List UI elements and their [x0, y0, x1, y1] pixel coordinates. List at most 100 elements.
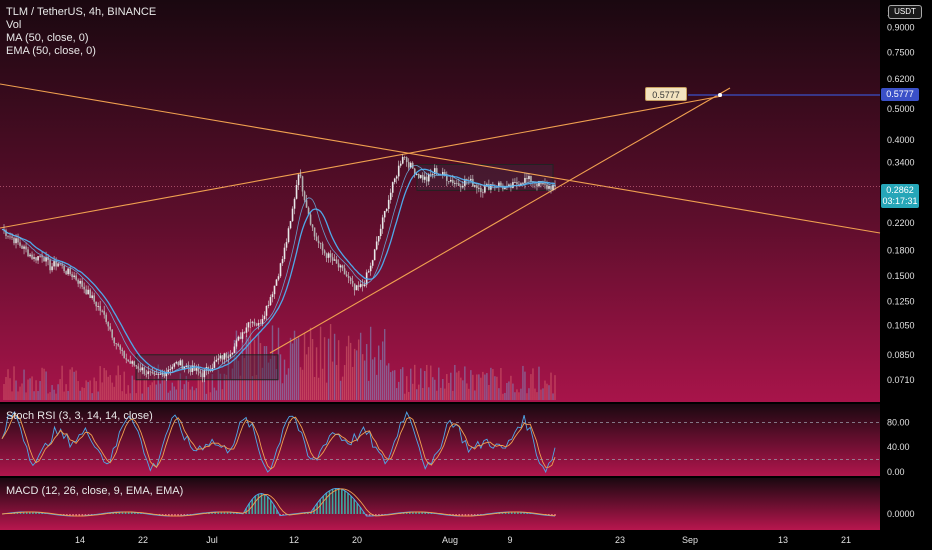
candle-body	[359, 284, 362, 287]
volume-bar	[233, 339, 236, 400]
volume-bar	[432, 377, 434, 400]
volume-bar	[187, 381, 190, 400]
candle-body	[351, 280, 354, 284]
volume-bar	[25, 392, 27, 400]
candle-body	[59, 263, 61, 265]
macd-histogram-bar	[347, 493, 349, 514]
price-tick-label: 0.0710	[887, 375, 915, 385]
candle-body	[283, 247, 286, 260]
volume-bar	[219, 373, 222, 400]
macd-histogram-bar	[337, 488, 340, 514]
macd-label[interactable]: MACD (12, 26, close, 9, EMA, EMA)	[6, 485, 184, 497]
macd-histogram-bar	[356, 503, 359, 514]
candle-body	[111, 329, 113, 338]
macd-histogram-bar	[41, 512, 43, 514]
volume-bar	[412, 383, 414, 400]
volume-bar	[289, 337, 292, 400]
volume-bar	[472, 374, 474, 400]
candle-body	[397, 165, 400, 177]
volume-bar	[307, 346, 310, 400]
macd-histogram-bar	[412, 511, 414, 514]
macd-histogram-bar	[211, 512, 213, 514]
candle-body	[281, 259, 284, 264]
candle-body	[51, 266, 53, 271]
ema-label[interactable]: EMA (50, close, 0)	[6, 45, 96, 57]
volume-bar	[281, 383, 284, 400]
volume-bar	[291, 343, 294, 400]
volume-bar	[29, 378, 31, 400]
volume-bar	[474, 390, 476, 400]
candle-body	[317, 240, 320, 244]
volume-bar	[363, 360, 366, 400]
volume-bar	[337, 340, 340, 400]
volume-bar	[406, 376, 408, 400]
volume-bar	[460, 377, 462, 400]
candle-body	[137, 366, 140, 369]
volume-bar	[35, 380, 37, 400]
candle-body	[295, 185, 298, 199]
candle-body	[526, 177, 528, 180]
candle-body	[39, 255, 41, 257]
candle-body	[217, 358, 220, 360]
volume-bar	[548, 385, 550, 400]
candle-body	[5, 230, 7, 236]
volume-bar	[17, 391, 19, 400]
candle-body	[171, 366, 174, 370]
volume-bar	[107, 376, 109, 400]
candle-body	[237, 336, 240, 341]
macd-histogram-bar	[81, 514, 84, 516]
volume-bar	[103, 367, 105, 400]
candle-body	[107, 322, 109, 327]
volume-bar	[157, 364, 159, 400]
macd-histogram-bar	[217, 511, 220, 514]
macd-histogram-bar	[405, 512, 408, 514]
volume-bar	[394, 370, 396, 400]
volume-bar	[21, 383, 23, 400]
volume-bar	[249, 327, 252, 400]
macd-histogram-bar	[418, 511, 420, 514]
candle-body	[335, 259, 338, 264]
candle-body	[460, 185, 462, 188]
volume-bar	[492, 369, 494, 400]
candle-body	[115, 343, 118, 344]
stoch-label[interactable]: Stoch RSI (3, 3, 14, 14, close)	[6, 410, 153, 422]
candle-body	[65, 271, 67, 275]
volume-bars	[3, 324, 556, 400]
candle-body	[291, 208, 294, 222]
symbol-title[interactable]: TLM / TetherUS, 4h, BINANCE	[6, 6, 157, 18]
time-tick-label: 13	[778, 535, 788, 545]
candle-body	[159, 373, 162, 375]
currency-button[interactable]: USDT	[888, 5, 922, 19]
volume-bar	[217, 369, 220, 400]
macd-histogram-bar	[269, 500, 272, 514]
candle-body	[448, 181, 450, 182]
target-label[interactable]: 0.5777	[645, 87, 687, 101]
candle-body	[337, 263, 340, 268]
candle-body	[309, 214, 312, 225]
candle-body	[209, 370, 212, 372]
macd-histogram-bar	[319, 499, 322, 514]
candle-body	[289, 221, 292, 229]
ma-label[interactable]: MA (50, close, 0)	[6, 32, 89, 44]
candle-body	[267, 305, 270, 306]
candle-body	[127, 359, 130, 362]
candle-body	[145, 373, 148, 375]
volume-bar	[514, 392, 516, 400]
stoch-tick-label: 80.00	[887, 417, 910, 427]
volume-bar	[504, 392, 506, 400]
volume-bar	[43, 368, 45, 400]
candle-body	[133, 361, 136, 366]
volume-bar	[490, 367, 492, 400]
macd-histogram-bar	[140, 513, 142, 514]
volume-bar	[301, 369, 304, 400]
candle-body	[347, 275, 350, 278]
vol-label[interactable]: Vol	[6, 19, 22, 31]
candle-body	[141, 367, 144, 371]
volume-bar	[41, 367, 43, 400]
candle-body	[47, 257, 49, 261]
main-pane-bg	[0, 0, 880, 402]
volume-bar	[542, 388, 544, 400]
macd-histogram-bar	[84, 514, 87, 516]
